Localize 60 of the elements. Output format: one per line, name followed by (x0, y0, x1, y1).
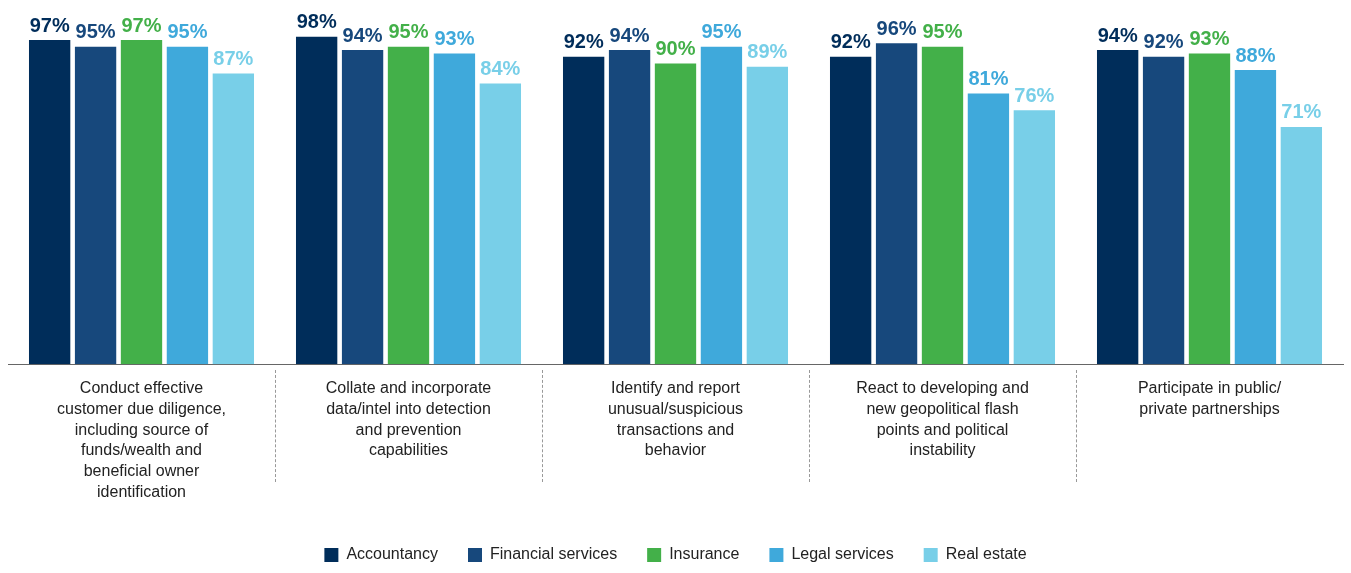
data-label: 94% (342, 23, 383, 46)
bar (1188, 53, 1231, 365)
legend-label: Accountancy (346, 545, 438, 563)
data-label: 92% (1143, 30, 1184, 53)
legend-label: Legal services (791, 545, 894, 563)
data-label: 90% (655, 36, 696, 59)
legend-label: Financial services (489, 545, 618, 563)
data-label: 89% (747, 40, 788, 63)
bar (120, 40, 163, 365)
bar (387, 46, 430, 365)
x-tick-label: Collate and incorporate data/intel into detection and prevention capabilities (325, 379, 492, 459)
bar (700, 46, 743, 365)
bar (295, 36, 338, 365)
data-label: 93% (1189, 26, 1230, 49)
data-label: 92% (563, 30, 604, 53)
bar (74, 46, 117, 365)
data-label: 93% (434, 26, 475, 49)
bar (166, 46, 209, 365)
bar (1234, 70, 1277, 365)
data-label: 95% (701, 20, 742, 43)
data-label: 94% (1097, 23, 1138, 46)
data-label: 98% (296, 10, 337, 33)
data-label: 95% (388, 20, 429, 43)
bar (1280, 126, 1323, 365)
bar (1096, 50, 1139, 365)
data-label: 97% (29, 13, 70, 36)
data-label: 94% (609, 23, 650, 46)
bar (921, 46, 964, 365)
bar (654, 63, 697, 365)
x-tick-label: React to developing and new geopolitical flash points and political instability (856, 379, 1029, 459)
data-label: 76% (1014, 83, 1055, 106)
bar (746, 66, 789, 365)
data-label: 95% (922, 20, 963, 43)
legend-label: Real estate (945, 545, 1027, 563)
x-tick-label: Participate in public/ private partnerships (1137, 379, 1282, 417)
bar (212, 73, 255, 365)
data-label: 81% (968, 67, 1009, 90)
bar (829, 56, 872, 365)
data-label: 88% (1235, 43, 1276, 66)
data-label: 95% (167, 20, 208, 43)
bar (1013, 110, 1056, 365)
data-label: 97% (121, 13, 162, 36)
bar (967, 93, 1010, 365)
data-label: 92% (830, 30, 871, 53)
bar (875, 43, 918, 365)
bar (479, 83, 522, 365)
x-tick-label: Conduct effective customer due diligence, including source of funds/wealth and beneficial owner identification (57, 379, 226, 501)
data-label: 71% (1281, 100, 1322, 123)
data-label: 95% (75, 20, 116, 43)
bar (341, 50, 384, 365)
bar (608, 50, 651, 365)
data-label: 87% (213, 46, 254, 69)
x-tick-label: Identify and report unusual/suspicious transactions and behavior (607, 379, 744, 459)
data-label: 96% (876, 16, 917, 39)
data-label: 84% (480, 56, 521, 79)
bar (562, 56, 605, 365)
bar (433, 53, 476, 365)
bar (1142, 56, 1185, 365)
bar (28, 40, 71, 365)
legend-label: Insurance (669, 545, 740, 563)
